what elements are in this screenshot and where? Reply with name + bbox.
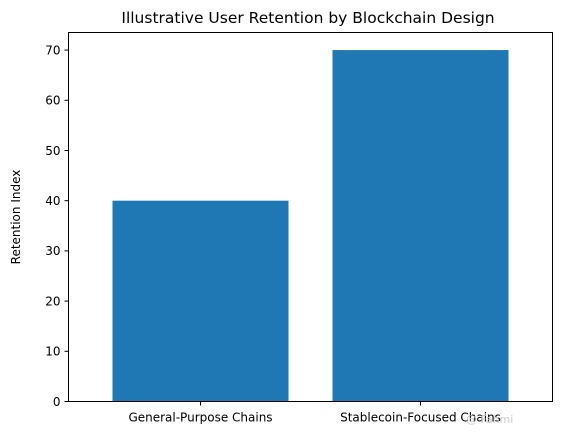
- x-tick-label-0: General-Purpose Chains: [128, 411, 272, 425]
- y-tick-label-7: 70: [45, 43, 60, 57]
- watermark: @ Fahmi: [466, 413, 513, 426]
- y-tick-label-2: 20: [45, 294, 60, 308]
- x-axis: General-Purpose Chains Stablecoin-Focused…: [128, 401, 501, 425]
- y-axis-label: Retention Index: [9, 170, 23, 265]
- bar-1: [332, 50, 509, 402]
- bars-group: [112, 50, 509, 402]
- bar-0: [112, 200, 289, 402]
- chart-title: Illustrative User Retention by Blockchai…: [121, 9, 494, 27]
- y-tick-label-5: 50: [45, 144, 60, 158]
- y-tick-label-1: 10: [45, 345, 60, 359]
- plot-frame: [68, 32, 553, 402]
- y-tick-label-6: 60: [45, 94, 60, 108]
- y-tick-label-0: 0: [53, 395, 61, 409]
- y-tick-label-3: 30: [45, 244, 60, 258]
- y-axis: 0 10 20 30 40 50 60 70: [45, 43, 69, 409]
- x-tick-label-1: Stablecoin-Focused Chains: [340, 411, 501, 425]
- y-tick-label-4: 40: [45, 194, 60, 208]
